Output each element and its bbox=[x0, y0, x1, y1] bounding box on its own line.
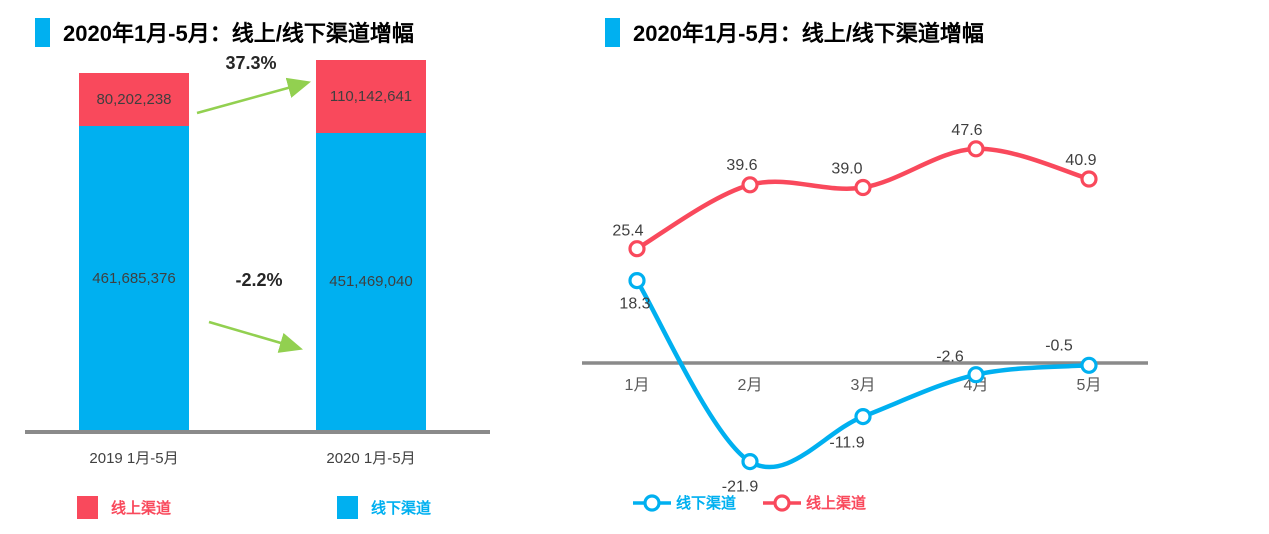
title-bullet-icon bbox=[605, 17, 620, 47]
legend-line-marker-online-icon bbox=[763, 493, 802, 512]
legend-label-offline: 线下渠道 bbox=[676, 495, 737, 512]
offline-value-label-1: 18.3 bbox=[619, 296, 650, 313]
online-series-line bbox=[634, 146, 1092, 251]
online-marker-1 bbox=[628, 240, 646, 258]
stacked-bar-plot: 80,202,238 461,685,376 110,142,641 451,469,… bbox=[0, 0, 530, 534]
left-chart-title: 2020年1月-5月：线上/线下渠道增幅 bbox=[35, 16, 414, 48]
bar-2019-online-segment: 80,202,238 bbox=[79, 73, 189, 126]
bar-2019-offline-segment: 461,685,376 bbox=[79, 126, 189, 431]
right-chart-title: 2020年1月-5月：线上/线下渠道增幅 bbox=[605, 16, 984, 48]
online-value-label-4: 47.6 bbox=[951, 122, 982, 139]
month-label-1: 1月 bbox=[625, 377, 650, 394]
online-value-label-1: 25.4 bbox=[612, 223, 643, 240]
bar-chart-baseline-axis bbox=[25, 430, 490, 434]
month-label-2: 2月 bbox=[738, 377, 763, 394]
offline-growth-annotation: -2.2% bbox=[235, 270, 283, 290]
legend-item-offline: 线下渠道 bbox=[632, 492, 736, 513]
right-chart-title-text: 2020年1月-5月：线上/线下渠道增幅 bbox=[633, 21, 984, 46]
online-value-label-2: 39.6 bbox=[726, 157, 757, 174]
offline-marker-4 bbox=[967, 366, 985, 384]
legend-label-online: 线上渠道 bbox=[111, 500, 172, 517]
bar-2020-offline-segment: 451,469,040 bbox=[316, 132, 426, 431]
online-marker-5 bbox=[1080, 170, 1098, 188]
offline-value-label-2: -21.9 bbox=[722, 479, 759, 496]
line-chart-plot: 1月 2月 3月 4月 5月 25.4 39.6 39.0 47.6 40.9 18.3 -21.9 -… bbox=[582, 122, 1148, 496]
legend-item-offline: 线下渠道 bbox=[337, 496, 431, 519]
month-label-4: 4月 bbox=[964, 377, 989, 394]
bar-2020-offline-value-label: 451,469,040 bbox=[329, 273, 413, 291]
bar-2020-online-segment: 110,142,641 bbox=[316, 60, 426, 133]
category-label-2019: 2019 1月-5月 bbox=[89, 450, 179, 467]
online-value-label-3: 39.0 bbox=[831, 161, 862, 178]
online-value-label-5: 40.9 bbox=[1065, 152, 1096, 169]
legend-label-offline: 线下渠道 bbox=[371, 500, 432, 517]
legend-swatch-offline-icon bbox=[337, 496, 358, 519]
title-bullet-icon bbox=[35, 17, 50, 47]
category-label-2020: 2020 1月-5月 bbox=[326, 450, 416, 467]
bar-2019-online-value-label: 80,202,238 bbox=[96, 91, 172, 108]
line-chart-legend: 线下渠道 线上渠道 bbox=[632, 492, 866, 513]
bar-2020-online-value-label: 110,142,641 bbox=[329, 87, 413, 105]
month-label-3: 3月 bbox=[851, 377, 876, 394]
legend-swatch-online-icon bbox=[77, 496, 98, 519]
legend-label-online: 线上渠道 bbox=[806, 495, 867, 512]
offline-marker-1 bbox=[628, 272, 646, 290]
legend-item-online: 线上渠道 bbox=[762, 492, 866, 513]
online-growth-annotation: 37.3% bbox=[225, 53, 277, 73]
legend-item-online: 线上渠道 bbox=[77, 496, 171, 519]
offline-series-line bbox=[634, 278, 1092, 470]
offline-value-label-4: -2.6 bbox=[936, 349, 964, 366]
month-label-5: 5月 bbox=[1077, 377, 1102, 394]
offline-marker-2 bbox=[741, 453, 759, 471]
bar-2019-offline-value-label: 461,685,376 bbox=[92, 270, 176, 287]
legend-line-marker-offline-icon bbox=[633, 493, 671, 512]
online-marker-3 bbox=[854, 178, 872, 197]
offline-marker-3 bbox=[854, 408, 872, 426]
online-marker-4 bbox=[967, 140, 985, 158]
left-chart-title-text: 2020年1月-5月：线上/线下渠道增幅 bbox=[63, 21, 414, 46]
offline-value-label-5: -0.5 bbox=[1045, 337, 1073, 354]
offline-marker-5 bbox=[1080, 356, 1098, 374]
online-marker-2 bbox=[741, 176, 759, 194]
offline-value-label-3: -11.9 bbox=[829, 435, 864, 452]
